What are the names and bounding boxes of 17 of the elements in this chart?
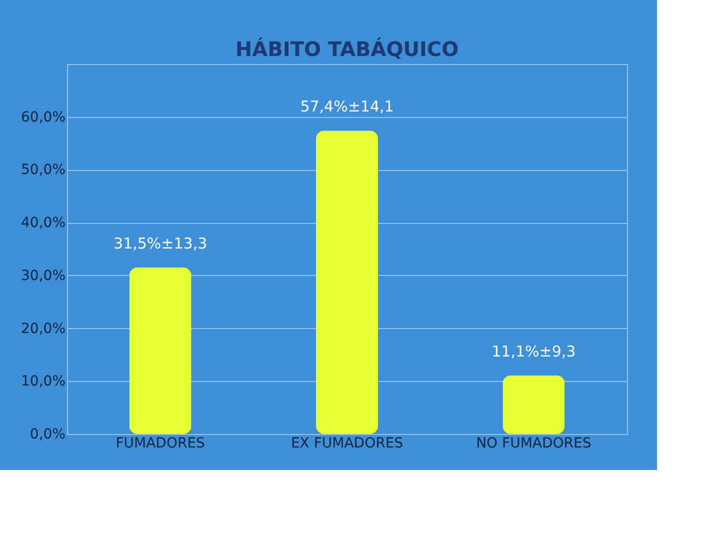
bar [502,375,565,434]
y-tick-label: 10,0% [21,374,66,390]
chart-title: HÁBITO TABÁQUICO [235,37,459,61]
data-label: 11,1%±9,3 [492,342,576,360]
bar [316,130,378,434]
y-tick-label: 50,0% [21,162,66,178]
y-tick-label: 20,0% [21,320,66,337]
data-label: 31,5%±13,3 [114,234,208,252]
x-tick-label: NO FUMADORES [476,436,592,452]
y-tick-label: 60,0% [21,109,66,126]
data-label: 57,4%±14,1 [300,98,394,116]
x-tick-label: EX FUMADORES [290,436,404,452]
y-tick-label: 0,0% [30,426,66,442]
y-tick-label: 40,0% [21,215,66,232]
bar [129,268,192,434]
x-tick-label: FUMADORES [116,436,206,452]
y-tick-label: 30,0% [21,268,66,284]
